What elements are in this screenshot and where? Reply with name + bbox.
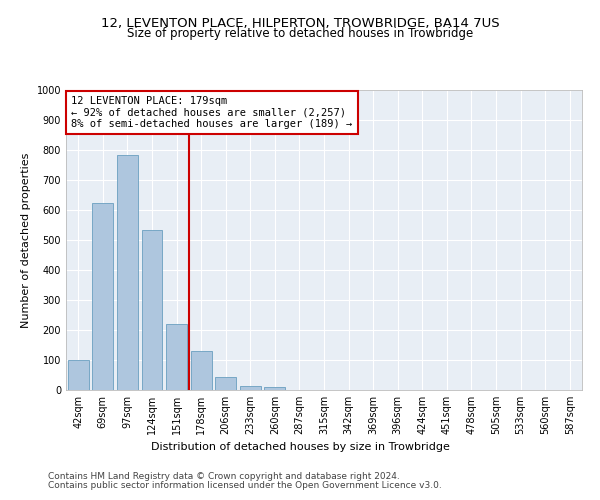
Bar xyxy=(68,360,89,390)
Bar xyxy=(142,230,163,390)
Bar xyxy=(92,202,113,390)
Text: 12, LEVENTON PLACE, HILPERTON, TROWBRIDGE, BA14 7US: 12, LEVENTON PLACE, HILPERTON, TROWBRIDG… xyxy=(101,18,499,30)
Y-axis label: Number of detached properties: Number of detached properties xyxy=(21,152,31,328)
Bar xyxy=(215,376,236,390)
Text: Distribution of detached houses by size in Trowbridge: Distribution of detached houses by size … xyxy=(151,442,449,452)
Text: Contains HM Land Registry data © Crown copyright and database right 2024.: Contains HM Land Registry data © Crown c… xyxy=(48,472,400,481)
Bar xyxy=(191,351,212,390)
Bar xyxy=(166,324,187,390)
Text: Size of property relative to detached houses in Trowbridge: Size of property relative to detached ho… xyxy=(127,28,473,40)
Text: Contains public sector information licensed under the Open Government Licence v3: Contains public sector information licen… xyxy=(48,481,442,490)
Bar xyxy=(265,388,286,390)
Text: 12 LEVENTON PLACE: 179sqm
← 92% of detached houses are smaller (2,257)
8% of sem: 12 LEVENTON PLACE: 179sqm ← 92% of detac… xyxy=(71,96,352,129)
Bar xyxy=(240,386,261,390)
Bar xyxy=(117,154,138,390)
